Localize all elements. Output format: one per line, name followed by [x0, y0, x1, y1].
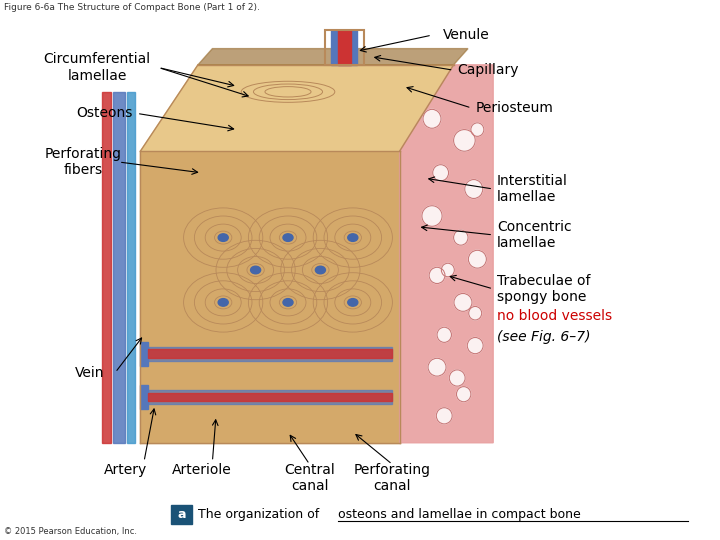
Ellipse shape	[454, 294, 472, 311]
Ellipse shape	[467, 338, 483, 354]
Text: The organization of: The organization of	[198, 508, 323, 521]
Text: Figure 6-6a The Structure of Compact Bone (Part 1 of 2).: Figure 6-6a The Structure of Compact Bon…	[4, 3, 259, 12]
Bar	[113, 92, 125, 443]
Text: © 2015 Pearson Education, Inc.: © 2015 Pearson Education, Inc.	[4, 528, 137, 536]
Ellipse shape	[471, 123, 484, 137]
Bar	[140, 385, 148, 409]
Text: Periosteum: Periosteum	[475, 101, 553, 115]
Ellipse shape	[429, 267, 445, 284]
Text: Trabeculae of
spongy bone: Trabeculae of spongy bone	[497, 274, 590, 304]
Text: Artery: Artery	[104, 463, 148, 477]
Ellipse shape	[454, 130, 475, 151]
FancyBboxPatch shape	[171, 505, 192, 524]
Bar	[338, 30, 351, 65]
Text: osteons and lamellae in compact bone: osteons and lamellae in compact bone	[338, 508, 581, 521]
Text: Vein: Vein	[76, 366, 104, 380]
Circle shape	[218, 299, 228, 306]
Text: Venule: Venule	[443, 28, 490, 42]
Circle shape	[348, 299, 358, 306]
Text: Arteriole: Arteriole	[172, 463, 231, 477]
Bar	[127, 92, 135, 443]
Bar	[102, 92, 111, 443]
Circle shape	[283, 299, 293, 306]
Text: Capillary: Capillary	[457, 63, 518, 77]
Bar	[140, 342, 148, 366]
Ellipse shape	[449, 370, 465, 386]
Text: no blood vessels: no blood vessels	[497, 309, 612, 323]
Text: a: a	[177, 508, 186, 521]
Polygon shape	[140, 151, 400, 443]
Text: Interstitial
lamellae: Interstitial lamellae	[497, 174, 567, 204]
Ellipse shape	[441, 263, 454, 276]
Ellipse shape	[436, 408, 452, 424]
Bar	[325, 30, 364, 65]
Text: Circumferential
lamellae: Circumferential lamellae	[44, 52, 150, 83]
Circle shape	[315, 266, 325, 274]
Ellipse shape	[469, 250, 487, 268]
Bar	[331, 30, 357, 65]
Text: Perforating
canal: Perforating canal	[354, 463, 431, 493]
Polygon shape	[140, 65, 454, 151]
Ellipse shape	[469, 307, 482, 320]
Ellipse shape	[465, 179, 483, 198]
Circle shape	[218, 234, 228, 241]
Text: Perforating
fibers: Perforating fibers	[45, 147, 121, 177]
Circle shape	[251, 266, 261, 274]
Polygon shape	[198, 49, 468, 65]
Bar	[148, 349, 392, 358]
Circle shape	[283, 234, 293, 241]
Circle shape	[348, 234, 358, 241]
Text: Central
canal: Central canal	[284, 463, 335, 493]
Ellipse shape	[422, 206, 442, 226]
Ellipse shape	[454, 230, 468, 245]
Ellipse shape	[437, 327, 451, 342]
Ellipse shape	[456, 387, 471, 402]
Bar	[148, 393, 392, 401]
Polygon shape	[400, 65, 493, 443]
Ellipse shape	[428, 359, 446, 376]
Bar	[148, 347, 392, 361]
Text: Osteons: Osteons	[76, 106, 132, 120]
Text: (see Fig. 6–7): (see Fig. 6–7)	[497, 330, 590, 345]
Ellipse shape	[423, 109, 441, 128]
Ellipse shape	[433, 165, 449, 181]
Bar	[148, 390, 392, 404]
Text: Concentric
lamellae: Concentric lamellae	[497, 220, 572, 250]
